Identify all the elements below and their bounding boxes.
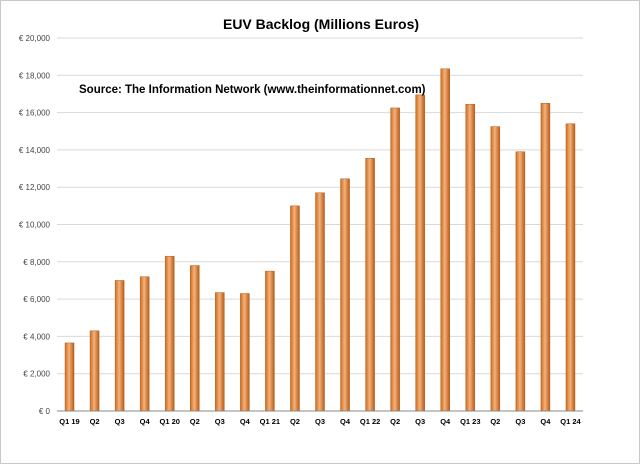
y-tick-label: € 14,000 xyxy=(19,146,51,155)
bar xyxy=(465,103,476,412)
bar xyxy=(139,276,150,412)
x-tick-label: Q4 xyxy=(240,417,251,426)
bar xyxy=(114,280,125,412)
bar xyxy=(164,255,175,412)
bar xyxy=(340,178,350,412)
x-tick-label: Q2 xyxy=(290,417,300,426)
x-tick-label: Q4 xyxy=(540,417,551,426)
x-tick-label: Q1 22 xyxy=(360,417,380,426)
bar xyxy=(240,293,250,412)
y-tick-label: € 18,000 xyxy=(19,71,51,80)
chart-title: EUV Backlog (Millions Euros) xyxy=(223,16,419,32)
bar xyxy=(540,103,551,412)
bar xyxy=(440,68,450,412)
x-tick-label: Q1 21 xyxy=(260,417,280,426)
bar xyxy=(315,192,325,412)
x-tick-label: Q4 xyxy=(440,417,451,426)
bar xyxy=(89,330,100,412)
source-annotation: Source: The Information Network (www.the… xyxy=(79,84,426,96)
x-tick-label: Q1 23 xyxy=(460,417,480,426)
y-tick-label: € 16,000 xyxy=(19,109,51,118)
x-axis-tick-labels: Q1 19 Q2 Q3 Q4 Q1 20 Q2 Q3 Q4 Q1 21 Q2 Q3 Q4 Q1 22 Q2… xyxy=(59,417,581,426)
bar xyxy=(64,342,75,412)
bar xyxy=(290,205,300,412)
bar xyxy=(390,107,400,412)
x-tick-label: Q1 19 xyxy=(59,417,79,426)
y-axis-tick-labels: € 0 € 2,000 € 4,000 € 6,000 € 8,000 € 10,000 €… xyxy=(19,34,51,416)
bar xyxy=(490,126,501,412)
bar xyxy=(565,123,576,412)
x-tick-label: Q3 xyxy=(515,417,525,426)
x-tick-label: Q4 xyxy=(140,417,151,426)
x-tick-label: Q4 xyxy=(340,417,351,426)
y-tick-label: € 20,000 xyxy=(19,34,51,43)
x-tick-label: Q1 20 xyxy=(159,417,179,426)
x-tick-label: Q2 xyxy=(90,417,100,426)
bar xyxy=(415,94,425,412)
bar xyxy=(265,270,275,412)
x-tick-label: Q2 xyxy=(190,417,200,426)
bar xyxy=(365,158,375,412)
bar xyxy=(515,151,526,412)
x-tick-label: Q1 24 xyxy=(560,417,581,426)
x-tick-label: Q3 xyxy=(315,417,325,426)
x-tick-label: Q3 xyxy=(115,417,125,426)
y-tick-label: € 6,000 xyxy=(23,295,50,304)
y-tick-label: € 4,000 xyxy=(23,332,50,341)
x-tick-label: Q3 xyxy=(415,417,425,426)
x-tick-label: Q3 xyxy=(215,417,225,426)
bar xyxy=(190,265,200,412)
bar xyxy=(215,292,225,412)
bars xyxy=(64,68,576,412)
x-tick-label: Q2 xyxy=(490,417,500,426)
y-tick-label: € 10,000 xyxy=(19,221,51,230)
x-tick-label: Q2 xyxy=(390,417,400,426)
y-tick-label: € 12,000 xyxy=(19,183,51,192)
y-tick-label: € 8,000 xyxy=(23,258,50,267)
y-tick-label: € 2,000 xyxy=(23,370,50,379)
y-tick-label: € 0 xyxy=(39,407,51,416)
